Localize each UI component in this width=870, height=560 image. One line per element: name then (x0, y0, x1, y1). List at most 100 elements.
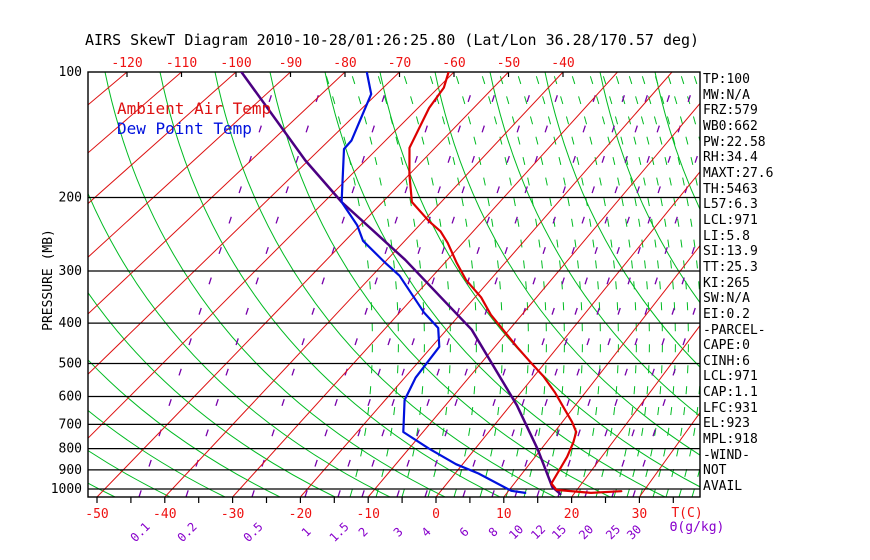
mixing-ratio-tick-label: 30 (624, 522, 644, 542)
mixing-ratio-tick-label: 10 (506, 522, 526, 542)
mixing-ratio-line (536, 72, 678, 497)
moist-adiabat-line (627, 72, 676, 497)
dry-adiabat-line (269, 72, 611, 497)
moist-adiabat-line (771, 72, 818, 497)
background-grid (0, 72, 870, 497)
stat-line: LCL:971 (703, 212, 758, 228)
stat-line: TP:100 (703, 72, 750, 87)
dewpoint-profile-line (340, 72, 527, 494)
sounding-profiles (240, 72, 623, 496)
stat-line: MW:N/A (703, 87, 750, 103)
moist-adiabat-line (810, 72, 857, 497)
parcel-trace-line (240, 72, 562, 496)
bottom-temp-tick-label: -30 (221, 507, 244, 522)
isotherm-line (571, 324, 700, 497)
pressure-axis-label: PRESSURE (MB) (41, 229, 56, 331)
dry-adiabat-line (434, 72, 700, 456)
stat-line: L57:6.3 (703, 197, 758, 213)
isotherm-line (232, 72, 618, 497)
stat-line: CAP:1.1 (703, 385, 758, 401)
mixing-ratio-line (337, 72, 479, 497)
mixing-axis-unit-label: Θ(g/kg) (670, 520, 725, 535)
moist-adiabat-line (376, 72, 425, 497)
dry-adiabat-line (104, 72, 446, 497)
dry-adiabat-line (214, 72, 556, 497)
mixing-ratio-tick-label: 15 (549, 522, 569, 542)
bottom-temp-tick-label: -50 (85, 507, 108, 522)
moist-adiabat-line (666, 72, 700, 497)
mixing-ratio-line (251, 72, 393, 497)
stats-panel: TP:100 MW:N/A FRZ:579 WB0:662 PW:22.58 RH:34.… (703, 72, 773, 495)
dry-adiabat-line (88, 482, 116, 497)
mixing-ratio-tick-label: 25 (603, 522, 623, 542)
moist-adiabat-line (324, 72, 373, 497)
moist-adiabat-line (601, 72, 650, 497)
mixing-ratio-tick-label: 3 (391, 525, 406, 540)
isotherm-line (164, 72, 564, 497)
moist-adiabat-line (402, 72, 451, 497)
stat-line: SI:13.9 (703, 244, 758, 260)
top-temp-tick-label: -80 (333, 56, 356, 71)
stat-line: PW:22.58 (703, 134, 766, 150)
moist-adiabat-line (552, 72, 601, 497)
mixing-ratio-tick-label: 12 (528, 522, 548, 542)
stat-line: NOT (703, 463, 727, 479)
moist-adiabat-line (862, 72, 870, 497)
bottom-temp-tick-label: 30 (632, 507, 648, 522)
stat-line: CINH:6 (703, 353, 750, 369)
stat-line: EI:0.2 (703, 306, 750, 322)
top-temp-tick-label: -60 (442, 56, 465, 71)
stat-line: RH:34.4 (703, 150, 758, 166)
bottom-temp-tick-label: 20 (564, 507, 580, 522)
mixing-ratio-tick-label: 1 (299, 525, 314, 540)
moist-adiabat-line (588, 72, 637, 497)
bottom-temp-tick-label: 10 (496, 507, 512, 522)
isotherm-line (638, 411, 700, 497)
pressure-tick-label: 300 (59, 264, 82, 279)
moist-adiabat-line (784, 72, 831, 497)
stat-line: LFC:931 (703, 400, 758, 416)
moist-adiabat-line (516, 72, 565, 497)
pressure-tick-label: 500 (59, 356, 82, 371)
dry-adiabat-line (489, 72, 700, 417)
stat-line: TT:25.3 (703, 259, 758, 275)
isotherm-line (0, 72, 73, 497)
dry-adiabat-line (88, 291, 336, 497)
top-temp-tick-label: -40 (551, 56, 574, 71)
moist-adiabat-line (498, 72, 547, 497)
stat-line: LI:5.8 (703, 228, 750, 244)
isotherm-line (300, 72, 673, 497)
isotherm-line (88, 72, 400, 375)
pressure-tick-label: 900 (59, 463, 82, 478)
mixing-ratio-tick-label: 4 (419, 525, 434, 540)
stat-line: LCL:971 (703, 369, 758, 385)
dry-adiabat-line (88, 359, 281, 497)
top-temp-tick-label: -100 (220, 56, 251, 71)
isotherm-line (96, 72, 509, 497)
plot-border (87, 71, 701, 498)
moist-adiabat-line (534, 72, 583, 497)
stat-line: CAPE:0 (703, 338, 750, 354)
stat-line: -PARCEL- (703, 322, 766, 338)
dry-adiabat-line (599, 72, 700, 304)
stat-line: EL:923 (703, 416, 750, 432)
mixing-ratio-tick-label: 0.2 (175, 520, 200, 545)
bottom-temp-tick-label: -40 (153, 507, 176, 522)
bottom-temp-tick-label: -20 (289, 507, 312, 522)
moist-adiabat-line (653, 72, 700, 497)
mixing-ratio-tick-label: 0.5 (241, 520, 266, 545)
stat-line: TH:5463 (703, 181, 758, 197)
pressure-tick-label: 600 (59, 389, 82, 404)
pressure-tick-label: 700 (59, 417, 82, 432)
isotherm-line (503, 244, 700, 497)
stat-line: MAXT:27.6 (703, 165, 774, 181)
pressure-tick-label: 800 (59, 442, 82, 457)
mixing-ratio-tick-label: 6 (457, 525, 472, 540)
moist-adiabat-line (350, 72, 399, 497)
stat-line: -WIND- (703, 447, 750, 463)
mixing-ratio-line (557, 72, 699, 497)
isotherm-line (88, 72, 455, 439)
mixing-ratio-line (304, 72, 446, 497)
chart-title: AIRS SkewT Diagram 2010-10-28/01:26:25.8… (85, 31, 700, 49)
mixing-ratio-tick-label: 2 (356, 525, 371, 540)
